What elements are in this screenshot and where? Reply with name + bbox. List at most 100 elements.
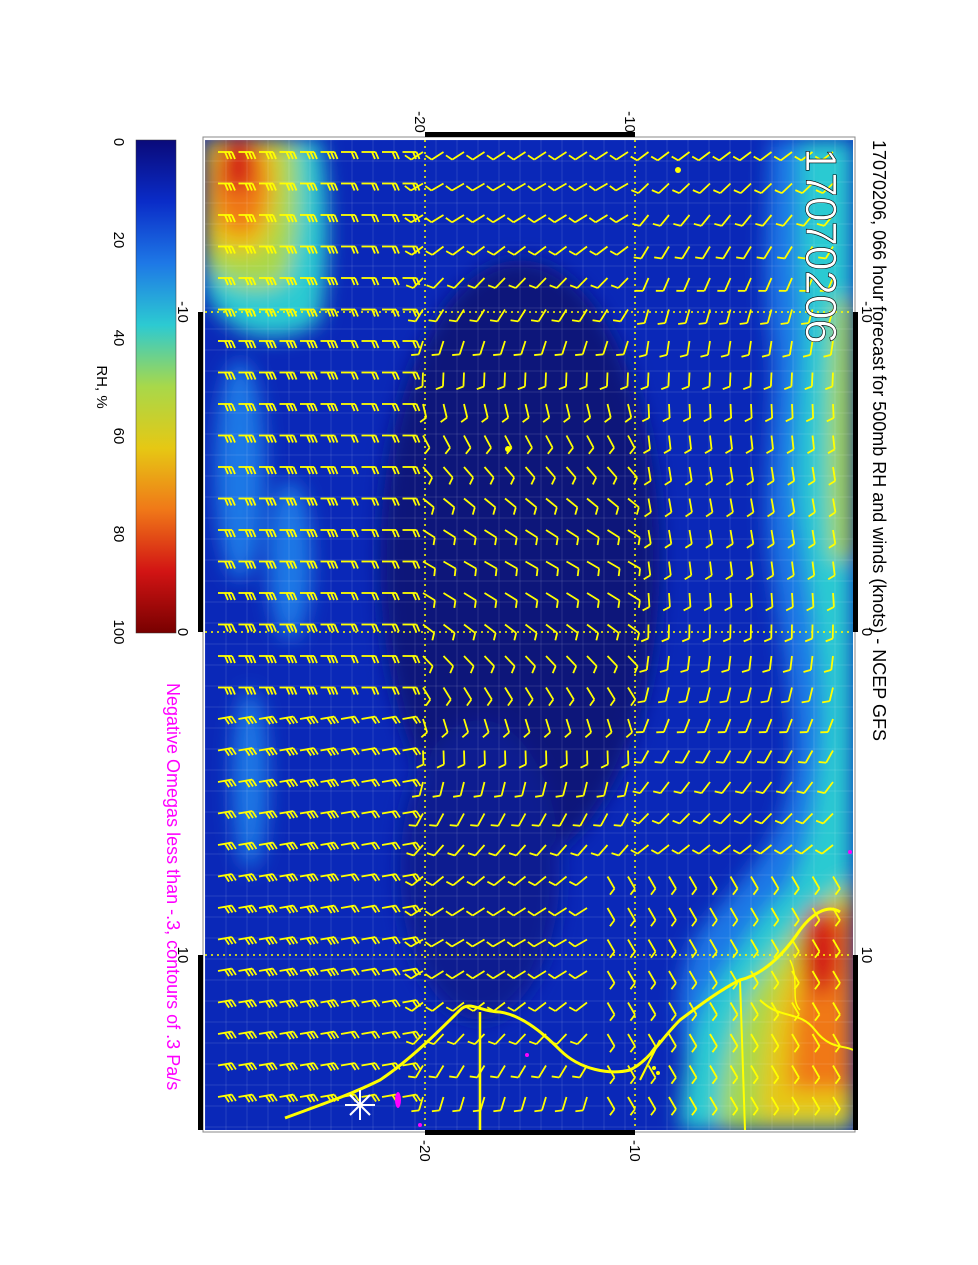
wind-barb — [647, 1033, 657, 1053]
wind-barb — [424, 970, 444, 980]
wind-barb — [416, 750, 425, 769]
wind-barb — [565, 497, 579, 515]
wind-barb — [361, 151, 380, 160]
wind-barb — [607, 529, 621, 546]
wind-barb — [238, 497, 257, 506]
wind-barb — [583, 403, 592, 423]
wind-barb — [777, 246, 793, 260]
wind-barb — [361, 277, 380, 286]
wind-barb — [361, 434, 380, 443]
wind-barb — [382, 655, 400, 664]
wind-barb — [684, 529, 693, 549]
wind-barb — [218, 655, 236, 664]
wind-barb — [539, 750, 548, 769]
wind-barb — [424, 214, 444, 224]
wind-barb — [798, 750, 814, 764]
wind-barb — [463, 560, 478, 577]
wind-barb — [729, 1002, 739, 1022]
wind-barb — [763, 624, 773, 643]
wind-barb — [828, 498, 837, 518]
wind-barb — [825, 624, 834, 643]
wind-barb — [426, 1033, 445, 1046]
wind-barb — [259, 686, 277, 695]
wind-barb — [483, 623, 497, 641]
wind-barb — [300, 655, 318, 664]
wind-barb — [402, 747, 422, 756]
wind-barb — [320, 497, 339, 506]
wind-barb — [627, 623, 641, 641]
wind-barb — [506, 938, 526, 948]
wind-barb — [279, 655, 298, 664]
wind-barb — [361, 841, 381, 851]
wind-barb — [641, 403, 651, 423]
wind-barb — [508, 844, 527, 857]
wind-barb — [510, 1065, 527, 1079]
wind-barb — [258, 1030, 278, 1040]
wind-barb — [688, 1096, 698, 1116]
wind-barb — [761, 340, 773, 358]
wind-barb — [652, 214, 670, 227]
wind-barb — [802, 340, 814, 358]
wind-barb — [445, 938, 465, 948]
bottom-tick-label: -10 — [626, 1140, 643, 1162]
wind-barb — [664, 466, 673, 486]
wind-barb — [258, 904, 278, 914]
wind-barb — [431, 340, 445, 356]
wind-barb — [381, 999, 401, 1008]
wind-barb — [361, 747, 381, 756]
wind-barb — [405, 1033, 424, 1046]
wind-barb — [586, 592, 600, 608]
wind-barb — [238, 182, 257, 191]
wind-barb — [411, 781, 424, 798]
wind-barb — [661, 624, 670, 643]
wind-barb — [795, 812, 814, 825]
wind-barb — [279, 873, 299, 883]
wind-barb — [688, 1002, 698, 1022]
wind-barb — [445, 970, 465, 980]
wind-barb — [279, 1062, 299, 1072]
wind-barb — [466, 875, 486, 887]
wind-barb — [824, 372, 834, 391]
wind-barb — [259, 403, 277, 412]
wind-barb — [811, 1033, 821, 1053]
wind-barb — [425, 245, 445, 256]
wind-barb — [504, 655, 516, 674]
wind-barb — [258, 999, 278, 1009]
wind-barb — [340, 967, 360, 977]
wind-barb — [483, 655, 496, 674]
wind-barb — [744, 403, 753, 423]
wind-barb — [719, 687, 732, 704]
wind-barb — [382, 340, 400, 349]
wind-barb — [238, 904, 258, 914]
wind-barb — [217, 967, 237, 977]
wind-barb — [787, 466, 796, 486]
wind-barb — [755, 781, 773, 795]
wind-barb — [217, 1062, 237, 1072]
wind-barb — [651, 182, 670, 194]
wind-barb — [820, 718, 834, 734]
right-tick-label: 10 — [858, 947, 875, 964]
wind-barb — [443, 529, 457, 546]
wind-barb — [600, 750, 609, 769]
wind-barb — [545, 435, 554, 455]
wind-barb — [713, 182, 732, 194]
wind-barb — [402, 1093, 422, 1103]
wind-barb — [361, 873, 381, 882]
wind-barb — [465, 182, 485, 192]
wind-barb — [218, 182, 236, 191]
wind-barb — [712, 844, 732, 855]
wind-barb — [555, 781, 568, 798]
wind-barb — [217, 999, 237, 1009]
wind-barb — [486, 875, 506, 887]
wind-barb — [627, 435, 636, 455]
wind-barb — [613, 813, 629, 827]
wind-barb — [755, 214, 773, 227]
wind-barb — [527, 1001, 547, 1012]
wind-barb — [545, 497, 558, 515]
wind-barb — [716, 750, 732, 764]
wind-barb — [457, 750, 466, 769]
wind-barb — [691, 151, 711, 162]
wind-barb — [508, 277, 527, 289]
wind-barb — [566, 529, 580, 546]
colorbar-tick: 40 — [110, 330, 127, 347]
